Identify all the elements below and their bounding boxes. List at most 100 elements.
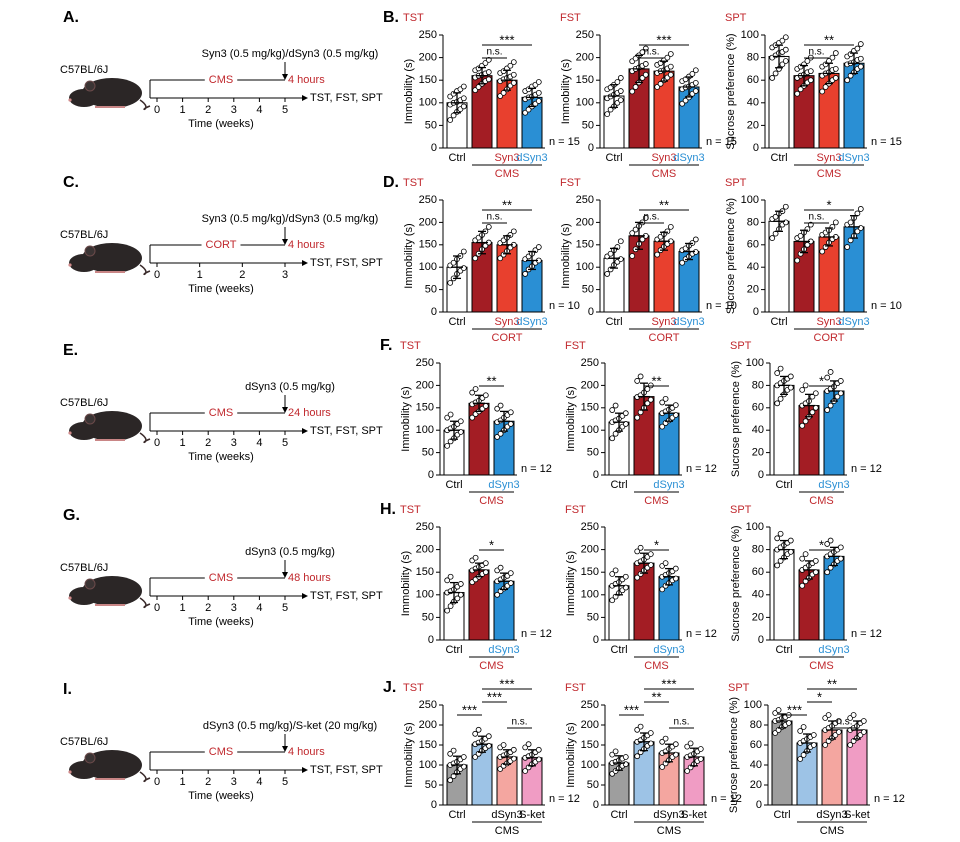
mouse-head bbox=[69, 422, 99, 440]
time-tick-label: 4 bbox=[256, 437, 262, 449]
mouse-feet bbox=[95, 106, 125, 108]
x-tick-label: S-ket bbox=[844, 809, 870, 821]
chart-title: SPT bbox=[725, 12, 747, 24]
data-point bbox=[667, 51, 674, 57]
data-point bbox=[454, 595, 461, 602]
stress-label: CMS bbox=[209, 572, 233, 584]
n-label: n = 12 bbox=[521, 628, 552, 640]
y-tick-label: 40 bbox=[750, 759, 762, 771]
x-tick-label: dSyn3 bbox=[491, 809, 522, 821]
data-point bbox=[697, 746, 704, 752]
data-point bbox=[472, 730, 479, 737]
data-point bbox=[797, 728, 804, 734]
data-point bbox=[800, 724, 807, 730]
data-point bbox=[799, 422, 806, 429]
time-axis-label: Time (weeks) bbox=[188, 790, 254, 802]
y-tick-label: 150 bbox=[419, 739, 437, 751]
data-point bbox=[774, 535, 781, 542]
data-point bbox=[812, 404, 819, 411]
significance-label: n.s. bbox=[643, 47, 659, 58]
data-point bbox=[472, 554, 479, 561]
data-point bbox=[777, 530, 784, 537]
y-axis-label: Sucrose preference (%) bbox=[730, 525, 742, 641]
data-point bbox=[510, 59, 517, 66]
data-point bbox=[847, 742, 854, 748]
y-tick-label: 0 bbox=[593, 634, 599, 646]
group-label: CMS bbox=[817, 168, 841, 180]
n-label: n = 10 bbox=[871, 300, 902, 312]
data-point bbox=[457, 581, 464, 587]
y-axis-label: Immobility (s) bbox=[400, 386, 412, 451]
data-point bbox=[684, 768, 691, 774]
y-tick-label: 150 bbox=[416, 566, 434, 578]
time-tick-label: 0 bbox=[154, 269, 160, 281]
data-point bbox=[507, 570, 514, 577]
y-tick-label: 20 bbox=[750, 779, 762, 791]
n-label: n = 15 bbox=[706, 136, 737, 148]
time-tick-label: 0 bbox=[154, 776, 160, 788]
bar bbox=[843, 62, 865, 149]
y-tick-label: 50 bbox=[425, 779, 437, 791]
data-point bbox=[632, 84, 639, 90]
data-point bbox=[787, 384, 794, 391]
time-tick-label: 0 bbox=[154, 437, 160, 449]
y-axis-label: Immobility (s) bbox=[403, 59, 415, 124]
significance-label: *** bbox=[499, 32, 514, 47]
y-tick-label: 150 bbox=[576, 239, 594, 251]
y-tick-label: 100 bbox=[419, 261, 437, 273]
data-point bbox=[687, 740, 694, 747]
y-tick-label: 150 bbox=[581, 739, 599, 751]
significance-label: n.s. bbox=[808, 212, 824, 223]
data-point bbox=[797, 86, 804, 93]
y-axis-label: Immobility (s) bbox=[565, 722, 577, 787]
data-point bbox=[634, 574, 641, 581]
chart-title: FST bbox=[565, 682, 586, 694]
y-tick-label: 80 bbox=[752, 379, 764, 391]
y-tick-label: 150 bbox=[419, 74, 437, 86]
data-point bbox=[689, 70, 696, 77]
significance-label: n.s. bbox=[673, 717, 689, 728]
y-tick-label: 100 bbox=[581, 759, 599, 771]
bar bbox=[846, 729, 868, 806]
time-tick-label: 3 bbox=[231, 602, 237, 614]
data-point bbox=[485, 223, 492, 230]
data-point bbox=[609, 407, 616, 413]
data-point bbox=[510, 228, 517, 235]
data-point bbox=[617, 238, 624, 245]
panel-letter: D. bbox=[383, 174, 399, 191]
data-point bbox=[637, 723, 644, 730]
x-tick-label: Syn3 bbox=[816, 316, 841, 328]
arrowhead bbox=[282, 407, 288, 413]
data-point bbox=[857, 206, 864, 212]
data-point bbox=[460, 248, 467, 255]
data-point bbox=[692, 80, 699, 86]
y-tick-label: 250 bbox=[581, 521, 599, 533]
mouse-head bbox=[69, 587, 99, 605]
mouse-head bbox=[69, 254, 99, 272]
y-tick-label: 100 bbox=[744, 699, 762, 711]
tests: TST, FST, SPT bbox=[310, 92, 383, 104]
y-tick-label: 100 bbox=[576, 97, 594, 109]
mouse-icon bbox=[68, 243, 151, 276]
data-point bbox=[447, 603, 454, 609]
data-point bbox=[469, 414, 476, 421]
data-point bbox=[444, 442, 451, 449]
data-point bbox=[794, 257, 801, 264]
data-point bbox=[607, 250, 614, 257]
chart-title: SPT bbox=[730, 340, 752, 352]
significance-label: *** bbox=[499, 676, 514, 691]
data-point bbox=[857, 41, 864, 47]
data-point bbox=[824, 374, 831, 381]
n-label: n = 15 bbox=[549, 136, 580, 148]
data-point bbox=[860, 718, 867, 724]
y-axis-label: Sucrose preference (%) bbox=[725, 198, 737, 314]
data-point bbox=[447, 411, 454, 418]
x-tick-label: dSyn3 bbox=[488, 644, 519, 656]
data-point bbox=[857, 55, 864, 62]
significance-label: ** bbox=[659, 197, 669, 212]
bar bbox=[496, 244, 518, 313]
data-point bbox=[662, 560, 669, 567]
data-point bbox=[824, 569, 831, 576]
axis-arrowhead bbox=[302, 593, 308, 599]
